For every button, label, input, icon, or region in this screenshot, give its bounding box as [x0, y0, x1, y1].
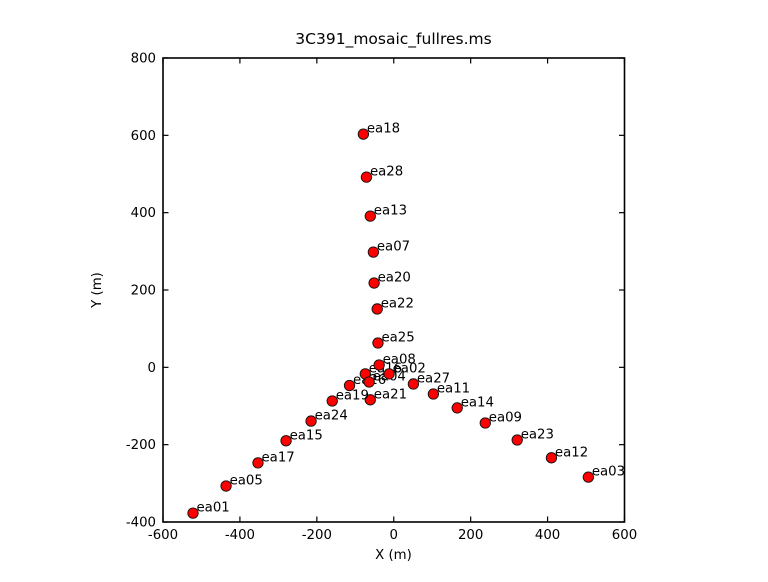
antenna-label: ea27	[417, 371, 450, 386]
antenna-label: ea08	[383, 353, 416, 368]
antenna-marker	[383, 368, 395, 380]
axis-tick-labels: -600 -400 -200 0 200 400 600-400-2000200400600…	[126, 52, 637, 544]
antenna-marker	[479, 417, 491, 429]
antenna-marker	[360, 171, 373, 183]
antenna-marker	[451, 402, 463, 414]
antenna-label: ea01	[196, 501, 229, 516]
antenna-marker	[367, 246, 380, 258]
antenna-marker	[427, 388, 440, 400]
x-tick-label: -400	[225, 528, 255, 543]
antenna-label: ea03	[592, 465, 625, 480]
antenna-marker	[280, 435, 292, 447]
antenna-marker	[364, 394, 376, 406]
x-tick-label: 600	[612, 528, 637, 543]
antenna-label: ea22	[381, 296, 414, 311]
antenna-marker	[343, 379, 356, 392]
x-tick-label: -600	[148, 528, 178, 543]
antenna-markers: ea28ea27ea26ea25ea24ea23ea22ea21ea20ea19…	[187, 122, 625, 519]
antenna-label: ea17	[261, 450, 294, 465]
antenna-label: ea05	[230, 474, 263, 489]
antenna-label: ea11	[437, 382, 470, 397]
antenna-label: ea18	[367, 122, 400, 137]
antenna-label: ea09	[489, 411, 522, 426]
antenna-marker	[364, 210, 376, 222]
x-tick-label: 200	[458, 528, 483, 543]
antenna-label: ea14	[461, 395, 494, 410]
antenna-label: ea19	[336, 388, 369, 403]
x-tick-label: 0	[390, 528, 398, 543]
antenna-marker	[368, 277, 380, 289]
antenna-marker	[252, 457, 264, 469]
antenna-label: ea12	[555, 445, 588, 460]
plot-frame	[162, 57, 626, 523]
antenna-label: ea02	[393, 361, 426, 376]
antenna-label: ea07	[377, 240, 410, 255]
antenna-marker	[371, 303, 383, 315]
y-tick-label: 200	[131, 284, 156, 299]
x-axis-label: X (m)	[375, 548, 412, 563]
y-tick-label: -400	[126, 516, 156, 531]
antenna-marker	[511, 434, 523, 446]
y-tick-label: 400	[131, 206, 156, 221]
antenna-marker	[372, 337, 384, 349]
antenna-label: ea23	[521, 428, 554, 443]
chart-title: 3C391_mosaic_fullres.ms	[295, 30, 491, 49]
y-axis-label: Y (m)	[90, 272, 105, 309]
antenna-marker	[220, 480, 232, 492]
antenna-label: ea28	[370, 165, 403, 180]
antenna-label: ea25	[381, 330, 414, 345]
antenna-marker	[326, 395, 338, 407]
antenna-label: ea20	[378, 271, 411, 286]
y-tick-label: -200	[126, 438, 156, 453]
antenna-marker	[407, 378, 420, 390]
antenna-marker	[357, 128, 370, 140]
antenna-label: ea15	[290, 428, 323, 443]
x-tick-label: -200	[302, 528, 332, 543]
antenna-marker	[373, 359, 385, 371]
antenna-marker	[187, 507, 199, 519]
y-tick-label: 800	[131, 52, 156, 67]
x-tick-label: 400	[535, 528, 560, 543]
antenna-marker	[545, 452, 558, 464]
y-tick-label: 0	[148, 361, 156, 376]
antenna-marker	[305, 415, 317, 427]
antenna-label: ea21	[374, 387, 407, 402]
y-tick-label: 600	[131, 129, 156, 144]
antenna-label: ea24	[315, 409, 348, 424]
antenna-marker	[363, 376, 375, 388]
antenna-label: ea13	[374, 204, 407, 219]
antenna-marker	[582, 471, 594, 483]
